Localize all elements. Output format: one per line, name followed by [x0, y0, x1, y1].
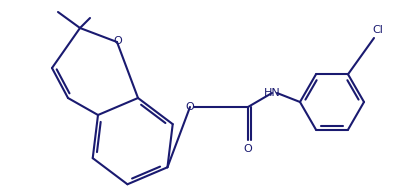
Text: O: O — [186, 102, 194, 112]
Text: O: O — [113, 36, 122, 46]
Text: O: O — [244, 144, 252, 154]
Text: HN: HN — [263, 88, 280, 98]
Text: Cl: Cl — [372, 25, 383, 35]
